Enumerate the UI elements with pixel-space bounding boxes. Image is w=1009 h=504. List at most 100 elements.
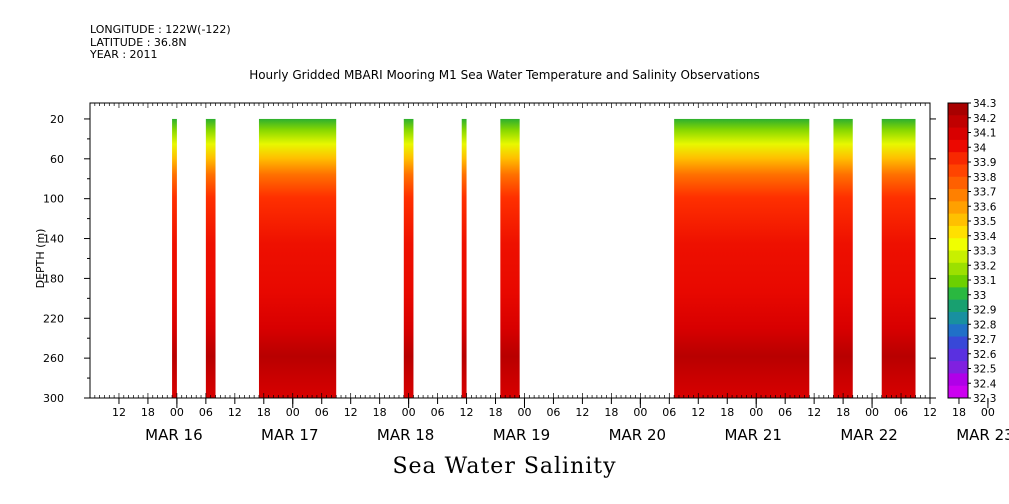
x-tick-label: 12 (923, 406, 937, 419)
colorbar-swatch (948, 103, 968, 116)
y-tick-label: 20 (50, 113, 64, 126)
x-tick-label: 06 (431, 406, 445, 419)
colorbar-tick-label: 32.5 (973, 364, 996, 376)
colorbar-tick-label: 32.6 (973, 349, 997, 361)
colorbar-tick-label: 33.4 (973, 231, 997, 243)
colorbar-tick-label: 34 (973, 142, 987, 154)
colorbar-tick-label: 33.2 (973, 260, 996, 272)
x-tick-label: 12 (575, 406, 589, 419)
colorbar-swatch (948, 385, 968, 399)
colorbar-tick-label: 33.1 (973, 275, 996, 287)
y-tick-label: 300 (43, 392, 64, 405)
x-tick-label: 18 (836, 406, 850, 419)
colorbar-tick-label: 33 (973, 290, 986, 302)
data-segment (205, 118, 216, 398)
colorbar-swatch (948, 164, 968, 178)
data-segment (403, 118, 414, 398)
variable-label: Sea Water Salinity (392, 454, 617, 479)
x-tick-label: 12 (691, 406, 705, 419)
colorbar-swatch (948, 176, 968, 190)
x-day-label: MAR 20 (609, 426, 666, 444)
colorbar-tick-label: 34.1 (973, 128, 996, 140)
colorbar-tick-label: 32.3 (973, 393, 996, 405)
x-day-label: MAR 17 (261, 426, 318, 444)
colorbar-tick-label: 32.9 (973, 305, 996, 317)
x-tick-label: 00 (749, 406, 763, 419)
colorbar-swatch (948, 152, 968, 165)
y-tick-label: 140 (43, 233, 64, 246)
x-tick-label: 00 (170, 406, 184, 419)
x-tick-label: 06 (662, 406, 676, 419)
x-day-label: MAR 16 (145, 426, 202, 444)
x-tick-label: 18 (141, 406, 155, 419)
year-label: YEAR : 2011 (90, 48, 158, 61)
colorbar-tick-label: 33.6 (973, 201, 997, 213)
colorbar-swatch (948, 373, 968, 387)
x-tick-label: 00 (865, 406, 879, 419)
colorbar-swatch (948, 361, 968, 374)
y-tick-label: 220 (43, 312, 64, 325)
colorbar-tick-label: 32.8 (973, 319, 996, 331)
colorbar-tick-label: 33.8 (973, 172, 996, 184)
colorbar-tick-label: 32.7 (973, 334, 996, 346)
colorbar-tick-label: 33.3 (973, 246, 996, 258)
colorbar-tick-label: 33.5 (973, 216, 996, 228)
metadata-block: LONGITUDE : 122W(-122) LATITUDE : 36.8N … (90, 23, 231, 62)
x-tick-label: 00 (981, 406, 995, 419)
colorbar: 34.3 34.2 34.1 34 33.9 33.8 33.7 33.6 33.5 33.4 33… (947, 98, 997, 405)
y-tick-label: 100 (43, 193, 64, 206)
y-tick-label: 60 (50, 153, 64, 166)
chart-title: Hourly Gridded MBARI Mooring M1 Sea Wate… (249, 68, 760, 82)
x-tick-label: 18 (952, 406, 966, 419)
x-tick-label: 18 (373, 406, 387, 419)
colorbar-swatch (948, 250, 968, 264)
data-segments (172, 118, 916, 398)
x-tick-label: 12 (344, 406, 358, 419)
x-tick-label: 12 (807, 406, 821, 419)
x-tick-label: 12 (228, 406, 242, 419)
data-segment (172, 118, 177, 398)
x-tick-label: 00 (286, 406, 300, 419)
colorbar-swatch (948, 213, 968, 227)
x-tick-label: 06 (778, 406, 792, 419)
colorbar-tick-label: 34.3 (973, 98, 996, 110)
y-axis-label: DEPTH (m) (34, 229, 47, 289)
x-tick-label: 00 (517, 406, 531, 419)
colorbar-swatch (948, 127, 968, 141)
data-segment (258, 118, 337, 398)
x-tick-label: 06 (315, 406, 329, 419)
colorbar-swatch (948, 139, 968, 153)
colorbar-swatch (948, 311, 968, 325)
x-tick-label: 18 (257, 406, 271, 419)
colorbar-swatch (948, 262, 968, 276)
x-tick-label: 06 (199, 406, 213, 419)
latitude-label: LATITUDE : 36.8N (90, 35, 187, 49)
x-day-label: MAR 19 (493, 426, 550, 444)
plot-axes: 20 60 100 140 180 220 260 300 DEPTH (m) 12 18 00 06 1… (34, 102, 1009, 444)
colorbar-swatch (948, 201, 968, 215)
colorbar-swatch (948, 324, 968, 338)
data-segment (674, 118, 810, 398)
colorbar-swatch (948, 189, 968, 202)
y-tick-label: 180 (43, 272, 64, 285)
longitude-label: LONGITUDE : 122W(-122) (90, 23, 231, 36)
data-segment (500, 118, 520, 398)
x-day-label: MAR 22 (840, 426, 897, 444)
colorbar-swatch (948, 238, 968, 251)
colorbar-swatch (948, 275, 968, 288)
y-tick-label: 260 (43, 352, 64, 365)
data-segment (833, 118, 853, 398)
data-segment (881, 118, 916, 398)
x-tick-label: 18 (720, 406, 734, 419)
colorbar-tick-label: 33.7 (973, 187, 996, 199)
x-day-label: MAR 23 (956, 426, 1009, 444)
data-segment (461, 118, 467, 398)
x-day-label: MAR 21 (724, 426, 781, 444)
x-tick-label: 18 (489, 406, 503, 419)
x-tick-label: 00 (633, 406, 647, 419)
x-tick-label: 06 (546, 406, 560, 419)
x-tick-label: 06 (894, 406, 908, 419)
colorbar-tick-label: 33.9 (973, 157, 996, 169)
colorbar-swatch (948, 348, 968, 362)
